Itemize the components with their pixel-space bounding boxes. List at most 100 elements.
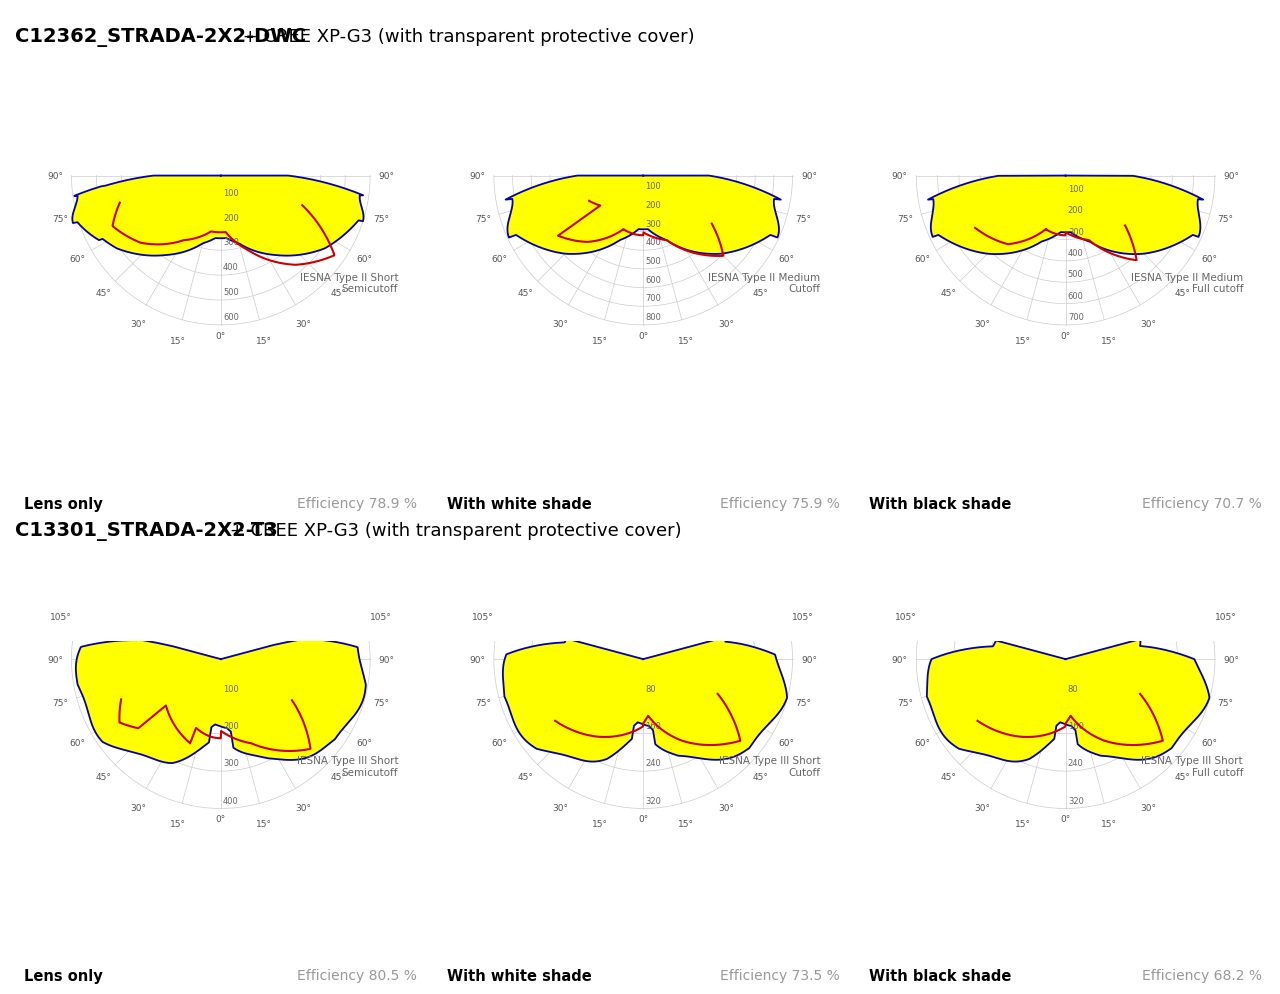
Text: 30°: 30° <box>296 320 312 329</box>
Text: C12362_STRADA-2X2-DWC: C12362_STRADA-2X2-DWC <box>15 28 306 47</box>
Text: 400: 400 <box>223 796 239 805</box>
Text: 75°: 75° <box>52 215 69 224</box>
Text: IESNA Type II Medium
Cutoff: IESNA Type II Medium Cutoff <box>709 272 820 294</box>
Text: 60°: 60° <box>492 254 508 263</box>
Text: 90°: 90° <box>379 172 394 181</box>
Text: Lens only: Lens only <box>24 497 104 512</box>
Text: 300: 300 <box>1068 228 1084 237</box>
Text: 600: 600 <box>1068 291 1084 300</box>
Text: 80: 80 <box>1068 684 1079 693</box>
Text: Efficiency 70.7 %: Efficiency 70.7 % <box>1142 497 1262 511</box>
Polygon shape <box>76 637 366 763</box>
Text: C13301_STRADA-2X2-T3: C13301_STRADA-2X2-T3 <box>15 522 278 541</box>
Text: 45°: 45° <box>753 289 768 298</box>
Text: + CREE XP-G3 (with transparent protective cover): + CREE XP-G3 (with transparent protectiv… <box>224 522 682 540</box>
Text: 400: 400 <box>645 239 662 248</box>
Text: With white shade: With white shade <box>447 497 591 512</box>
Text: IESNA Type II Short
Semicutoff: IESNA Type II Short Semicutoff <box>300 272 398 294</box>
Text: 60°: 60° <box>69 738 86 746</box>
Text: 700: 700 <box>1068 313 1084 322</box>
Text: 90°: 90° <box>892 172 908 181</box>
Text: 30°: 30° <box>718 803 735 812</box>
Text: 60°: 60° <box>69 254 86 263</box>
Text: 60°: 60° <box>356 738 372 746</box>
Text: 30°: 30° <box>296 803 312 812</box>
Text: 30°: 30° <box>975 803 991 812</box>
Text: Lens only: Lens only <box>24 968 104 983</box>
Text: 60°: 60° <box>492 738 508 746</box>
Text: 90°: 90° <box>1224 172 1239 181</box>
Text: 30°: 30° <box>975 320 991 329</box>
Text: With black shade: With black shade <box>869 497 1011 512</box>
Text: 0°: 0° <box>215 331 227 341</box>
Text: 160: 160 <box>645 722 662 731</box>
Text: 15°: 15° <box>678 336 694 345</box>
Text: IESNA Type III Short
Cutoff: IESNA Type III Short Cutoff <box>719 755 820 777</box>
Text: 90°: 90° <box>470 172 485 181</box>
Text: 75°: 75° <box>897 698 914 707</box>
Text: 45°: 45° <box>330 772 346 781</box>
Text: 80: 80 <box>645 684 657 693</box>
Text: 75°: 75° <box>372 215 389 224</box>
Text: 45°: 45° <box>753 772 768 781</box>
Text: 45°: 45° <box>96 289 111 298</box>
Text: 90°: 90° <box>801 172 817 181</box>
Text: 90°: 90° <box>801 655 817 664</box>
Text: 500: 500 <box>645 256 662 266</box>
Text: 90°: 90° <box>47 655 63 664</box>
Text: 75°: 75° <box>1217 215 1234 224</box>
Text: 100: 100 <box>223 684 239 693</box>
Text: 60°: 60° <box>778 254 795 263</box>
Text: 30°: 30° <box>553 803 568 812</box>
Text: 90°: 90° <box>379 655 394 664</box>
Text: 60°: 60° <box>356 254 372 263</box>
Polygon shape <box>927 639 1210 761</box>
Text: 320: 320 <box>645 796 662 805</box>
Text: 30°: 30° <box>1140 803 1157 812</box>
Text: 45°: 45° <box>518 772 534 781</box>
Text: 700: 700 <box>645 294 662 303</box>
Text: + CREE XP-G3 (with transparent protective cover): + CREE XP-G3 (with transparent protectiv… <box>237 28 695 46</box>
Text: 300: 300 <box>223 239 239 248</box>
Text: 45°: 45° <box>330 289 346 298</box>
Text: 160: 160 <box>1068 722 1084 731</box>
Text: 75°: 75° <box>897 215 914 224</box>
Text: 75°: 75° <box>475 215 492 224</box>
Text: 320: 320 <box>1068 796 1084 805</box>
Text: 15°: 15° <box>1015 819 1030 828</box>
Text: 400: 400 <box>1068 248 1084 257</box>
Text: 105°: 105° <box>472 612 494 621</box>
Text: 90°: 90° <box>1224 655 1239 664</box>
Text: 60°: 60° <box>1201 254 1217 263</box>
Text: 30°: 30° <box>1140 320 1157 329</box>
Text: 15°: 15° <box>593 336 608 345</box>
Text: 15°: 15° <box>678 819 694 828</box>
Text: 300: 300 <box>645 220 662 229</box>
Text: 75°: 75° <box>52 698 69 707</box>
Text: Efficiency 73.5 %: Efficiency 73.5 % <box>719 968 840 982</box>
Text: 60°: 60° <box>778 738 795 746</box>
Polygon shape <box>503 637 787 761</box>
Text: 45°: 45° <box>1175 289 1190 298</box>
Text: 500: 500 <box>1068 270 1084 279</box>
Text: 200: 200 <box>1068 207 1084 216</box>
Text: 45°: 45° <box>941 289 956 298</box>
Text: 15°: 15° <box>256 819 271 828</box>
Text: 30°: 30° <box>718 320 735 329</box>
Text: 200: 200 <box>223 214 239 223</box>
Text: 105°: 105° <box>50 612 72 621</box>
Text: Efficiency 80.5 %: Efficiency 80.5 % <box>297 968 417 982</box>
Text: 75°: 75° <box>795 698 812 707</box>
Text: 15°: 15° <box>593 819 608 828</box>
Text: Efficiency 68.2 %: Efficiency 68.2 % <box>1142 968 1262 982</box>
Text: 75°: 75° <box>475 698 492 707</box>
Text: 75°: 75° <box>372 698 389 707</box>
Text: 100: 100 <box>645 182 662 191</box>
Polygon shape <box>506 176 781 254</box>
Polygon shape <box>928 176 1203 254</box>
Text: IESNA Type III Short
Semicutoff: IESNA Type III Short Semicutoff <box>297 755 398 777</box>
Text: 100: 100 <box>1068 185 1084 194</box>
Text: 300: 300 <box>223 758 239 767</box>
Text: 0°: 0° <box>1060 814 1071 824</box>
Text: IESNA Type III Short
Full cutoff: IESNA Type III Short Full cutoff <box>1142 755 1243 777</box>
